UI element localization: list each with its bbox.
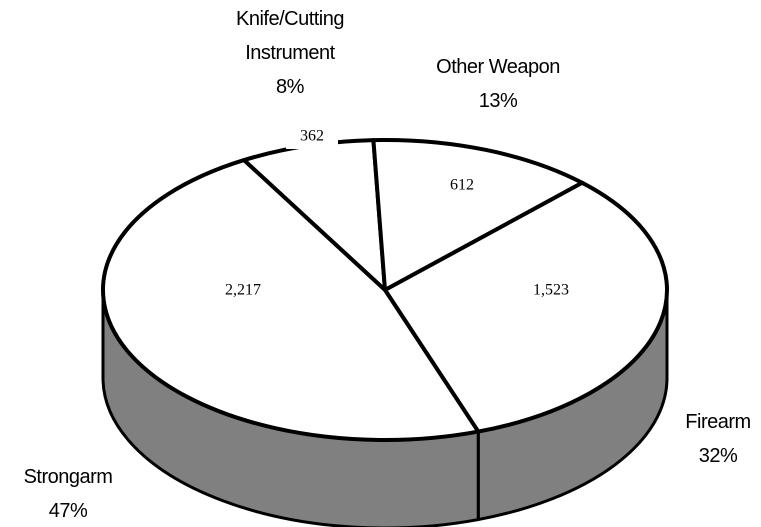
percent-label: 13% [478,90,518,112]
percent-label: 32% [698,445,738,467]
slice [371,138,585,292]
slice-label: Firearm 32% [658,405,761,473]
category-name: Other Weapon [436,56,560,78]
percent-label: 47% [48,500,88,522]
slice [383,180,669,434]
slice [101,158,481,442]
value-label: 2,217 [225,282,261,299]
category-name: Firearm [685,411,751,433]
slice-label: Strongarm 47% [0,460,138,527]
value-label: 612 [450,177,474,194]
slice-label: Other Weapon 13% [398,50,598,118]
slice-label: Knife/Cutting Instrument 8% [210,2,370,104]
label-box [286,125,338,149]
value-label: 362 [300,128,324,145]
percent-label: 8% [276,76,304,98]
category-name: Strongarm [23,466,113,488]
value-label: 1,523 [533,282,569,299]
category-name: Knife/Cutting Instrument [235,8,345,64]
